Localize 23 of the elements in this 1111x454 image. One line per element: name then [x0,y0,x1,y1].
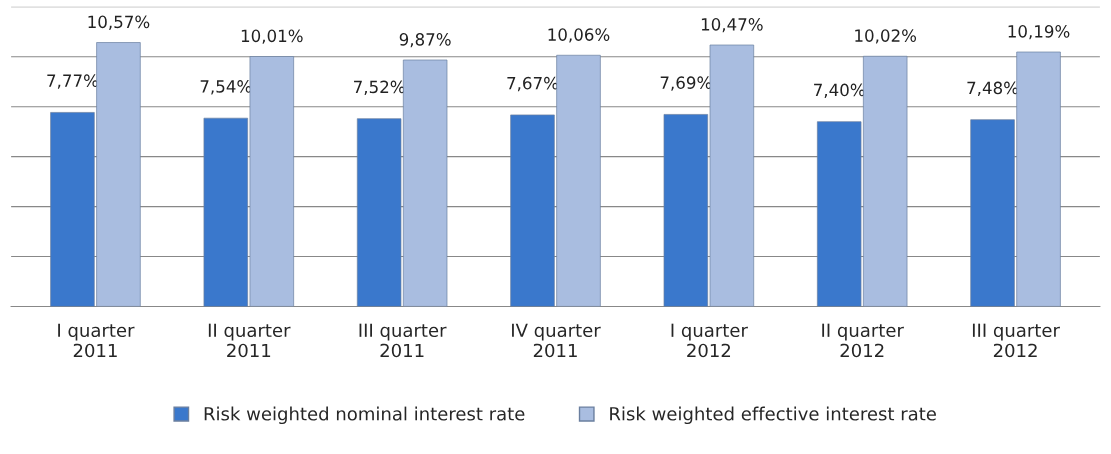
data-label: 7,77% [47,74,98,89]
data-label: 9,87% [399,33,451,48]
legend-label: Risk weighted effective interest rate [610,406,936,425]
data-label: 10,19% [1008,25,1070,40]
data-label: 7,67% [507,76,559,92]
data-label: 7,40% [814,83,865,98]
data-label: 7,48% [967,81,1019,96]
data-label: 10,47% [701,18,763,33]
x-tick-label: II quarter 2011 [208,323,291,358]
x-tick-label: I quarter 2012 [671,323,748,358]
data-label: 7,52% [354,80,405,95]
x-tick-label: III quarter 2011 [359,323,447,358]
data-label: 7,69% [660,76,712,91]
data-label: 10,02% [855,29,917,44]
data-label: 10,57% [88,15,150,30]
data-label: 10,06% [548,28,610,43]
data-label: 7,54% [200,80,252,95]
x-tick-label: I quarter 2011 [58,323,135,358]
legend-label: Risk weighted nominal interest rate [204,406,525,425]
x-tick-label: IV quarter 2011 [512,323,601,358]
x-tick-label: III quarter 2012 [972,323,1060,358]
data-label: 10,01% [241,29,303,44]
x-tick-label: II quarter 2012 [822,323,904,358]
